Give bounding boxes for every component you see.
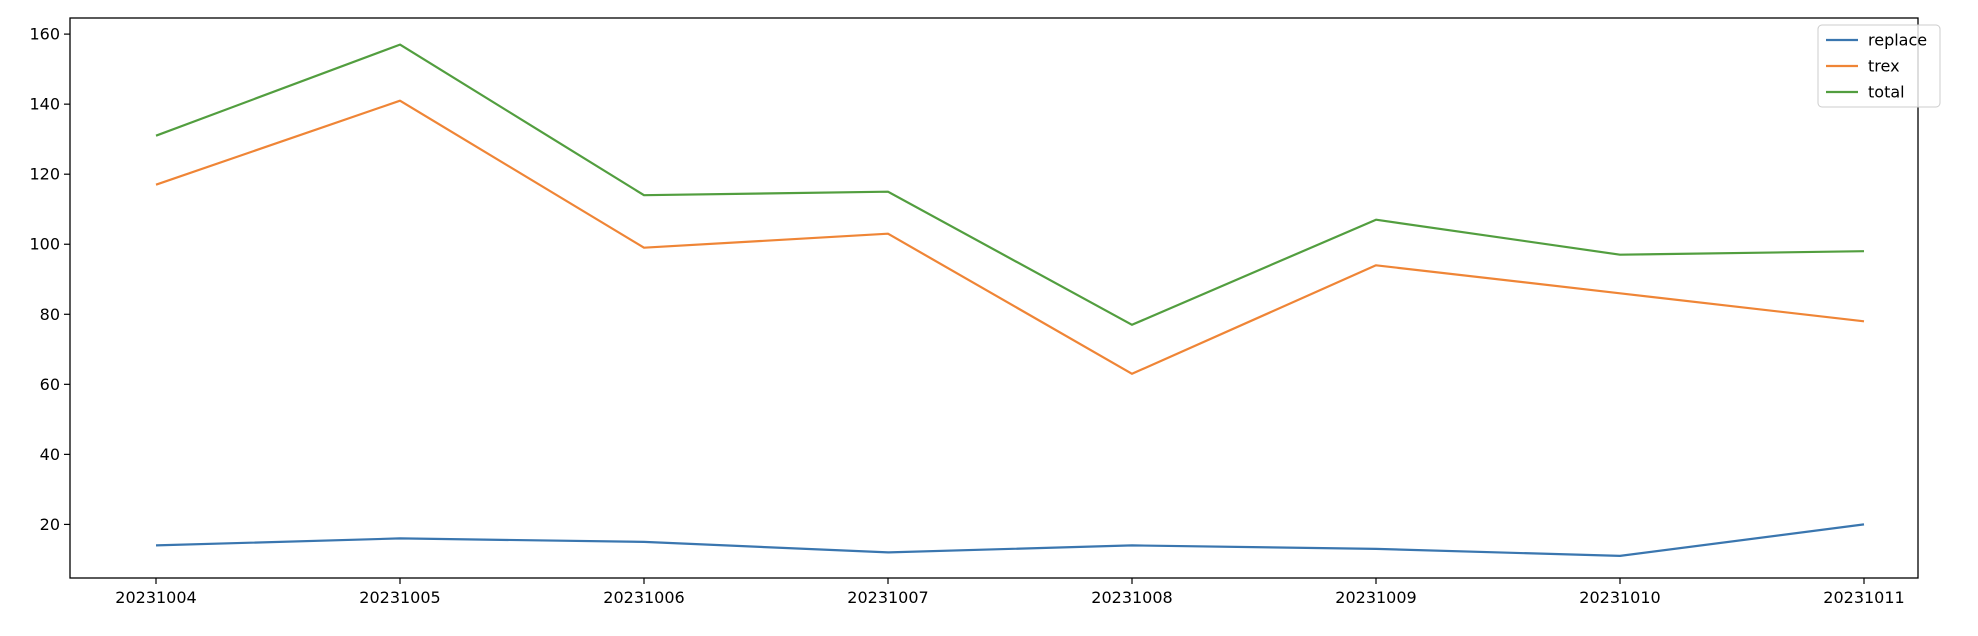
x-tick-label: 20231005 <box>359 588 440 607</box>
y-tick-label: 20 <box>40 515 60 534</box>
y-tick-label: 120 <box>29 165 60 184</box>
y-tick-label: 100 <box>29 235 60 254</box>
x-tick-label: 20231009 <box>1335 588 1416 607</box>
x-tick-label: 20231011 <box>1823 588 1904 607</box>
y-tick-label: 140 <box>29 95 60 114</box>
legend-label-replace: replace <box>1868 31 1927 50</box>
x-tick-label: 20231010 <box>1579 588 1660 607</box>
x-tick-label: 20231004 <box>115 588 196 607</box>
x-tick-label: 20231007 <box>847 588 928 607</box>
legend: replace trex total <box>1817 24 1941 108</box>
x-tick-label: 20231006 <box>603 588 684 607</box>
y-tick-label: 40 <box>40 445 60 464</box>
x-axis: 20231004 20231005 20231006 20231007 20231008… <box>115 578 1905 607</box>
y-axis: 20 40 60 80 100 120 140 160 <box>29 25 70 534</box>
y-tick-label: 80 <box>40 305 60 324</box>
series-layer <box>155 43 1865 558</box>
legend-label-trex: trex <box>1868 57 1900 76</box>
series-line-trex <box>155 99 1865 375</box>
plot-frame <box>69 17 1919 579</box>
legend-box <box>1817 24 1941 108</box>
y-tick-label: 160 <box>29 25 60 44</box>
x-tick-label: 20231008 <box>1091 588 1172 607</box>
series-line-total <box>155 43 1865 326</box>
y-tick-label: 60 <box>40 375 60 394</box>
series-line-replace <box>155 523 1865 558</box>
legend-label-total: total <box>1868 83 1905 102</box>
